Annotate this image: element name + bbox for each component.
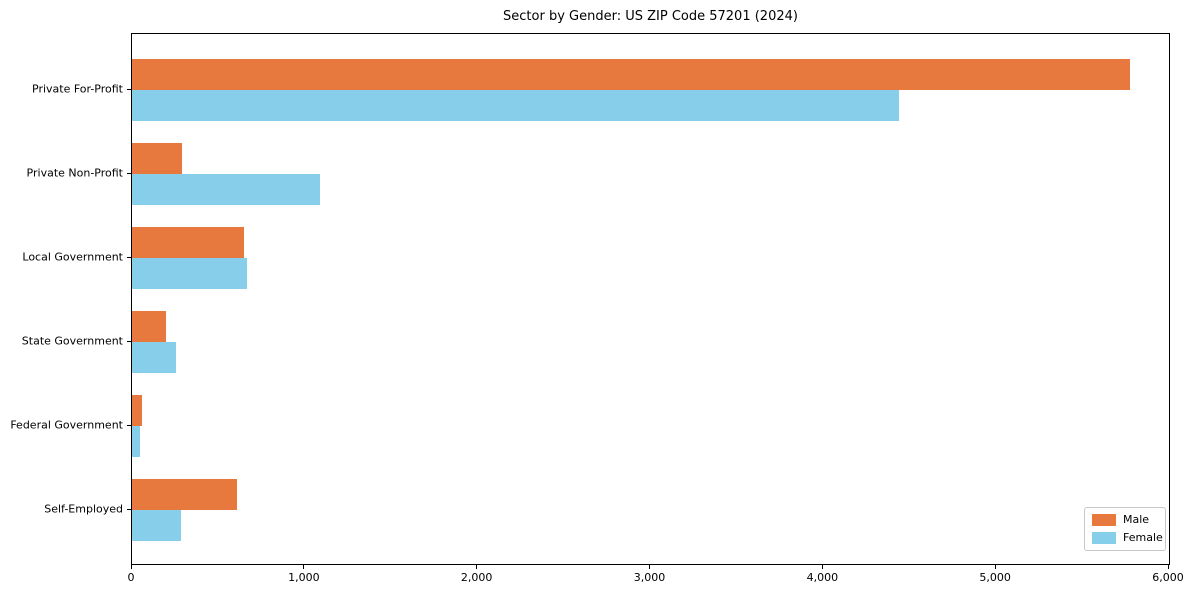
bar-female-self-employed (132, 510, 182, 541)
x-tick (130, 565, 132, 569)
legend-item-female: Female (1092, 531, 1163, 545)
y-tick (127, 257, 131, 258)
bar-female-federal-government (132, 426, 140, 457)
x-tick (476, 565, 478, 569)
legend-swatch-female (1092, 532, 1116, 544)
bar-male-federal-government (132, 395, 142, 426)
y-tick-label-private-non-profit: Private Non-Profit (26, 166, 123, 180)
legend: Male Female (1084, 507, 1166, 551)
x-tick (994, 565, 996, 569)
bar-female-private-for-profit (132, 90, 899, 121)
x-tick (303, 565, 305, 569)
bar-female-private-non-profit (132, 174, 320, 205)
y-tick (127, 509, 131, 510)
plot-area (131, 33, 1170, 565)
y-tick (127, 89, 131, 90)
x-tick-label-4000: 4,000 (806, 571, 839, 584)
bar-male-state-government (132, 311, 166, 342)
legend-label-female: Female (1123, 531, 1163, 544)
x-tick (649, 565, 650, 569)
chart-title: Sector by Gender: US ZIP Code 57201 (202… (503, 9, 798, 24)
bar-female-local-government (132, 258, 247, 289)
y-tick-label-state-government: State Government (21, 334, 123, 348)
x-tick (1167, 565, 1169, 569)
x-tick-label-0: 0 (127, 571, 135, 584)
bar-male-local-government (132, 227, 244, 258)
y-tick-label-local-government: Local Government (22, 250, 123, 264)
x-tick-label-3000: 3,000 (633, 571, 666, 584)
legend-swatch-male (1092, 514, 1116, 526)
y-tick (127, 173, 131, 174)
y-tick-label-self-employed: Self-Employed (44, 502, 123, 516)
x-tick-label-1000: 1,000 (288, 571, 320, 584)
y-tick (127, 425, 131, 426)
bar-female-state-government (132, 342, 177, 373)
bar-male-self-employed (132, 479, 238, 510)
x-tick-label-5000: 5,000 (979, 571, 1011, 584)
y-tick-label-federal-government: Federal Government (10, 418, 123, 432)
legend-label-male: Male (1123, 513, 1150, 526)
x-tick-label-6000: 6,000 (1152, 571, 1184, 584)
legend-item-male: Male (1092, 513, 1158, 527)
bar-male-private-for-profit (132, 59, 1131, 90)
x-tick (821, 565, 823, 569)
x-tick-label-2000: 2,000 (460, 571, 493, 584)
y-tick-label-private-for-profit: Private For-Profit (32, 82, 123, 96)
y-tick (127, 341, 131, 342)
bar-male-private-non-profit (132, 143, 183, 174)
